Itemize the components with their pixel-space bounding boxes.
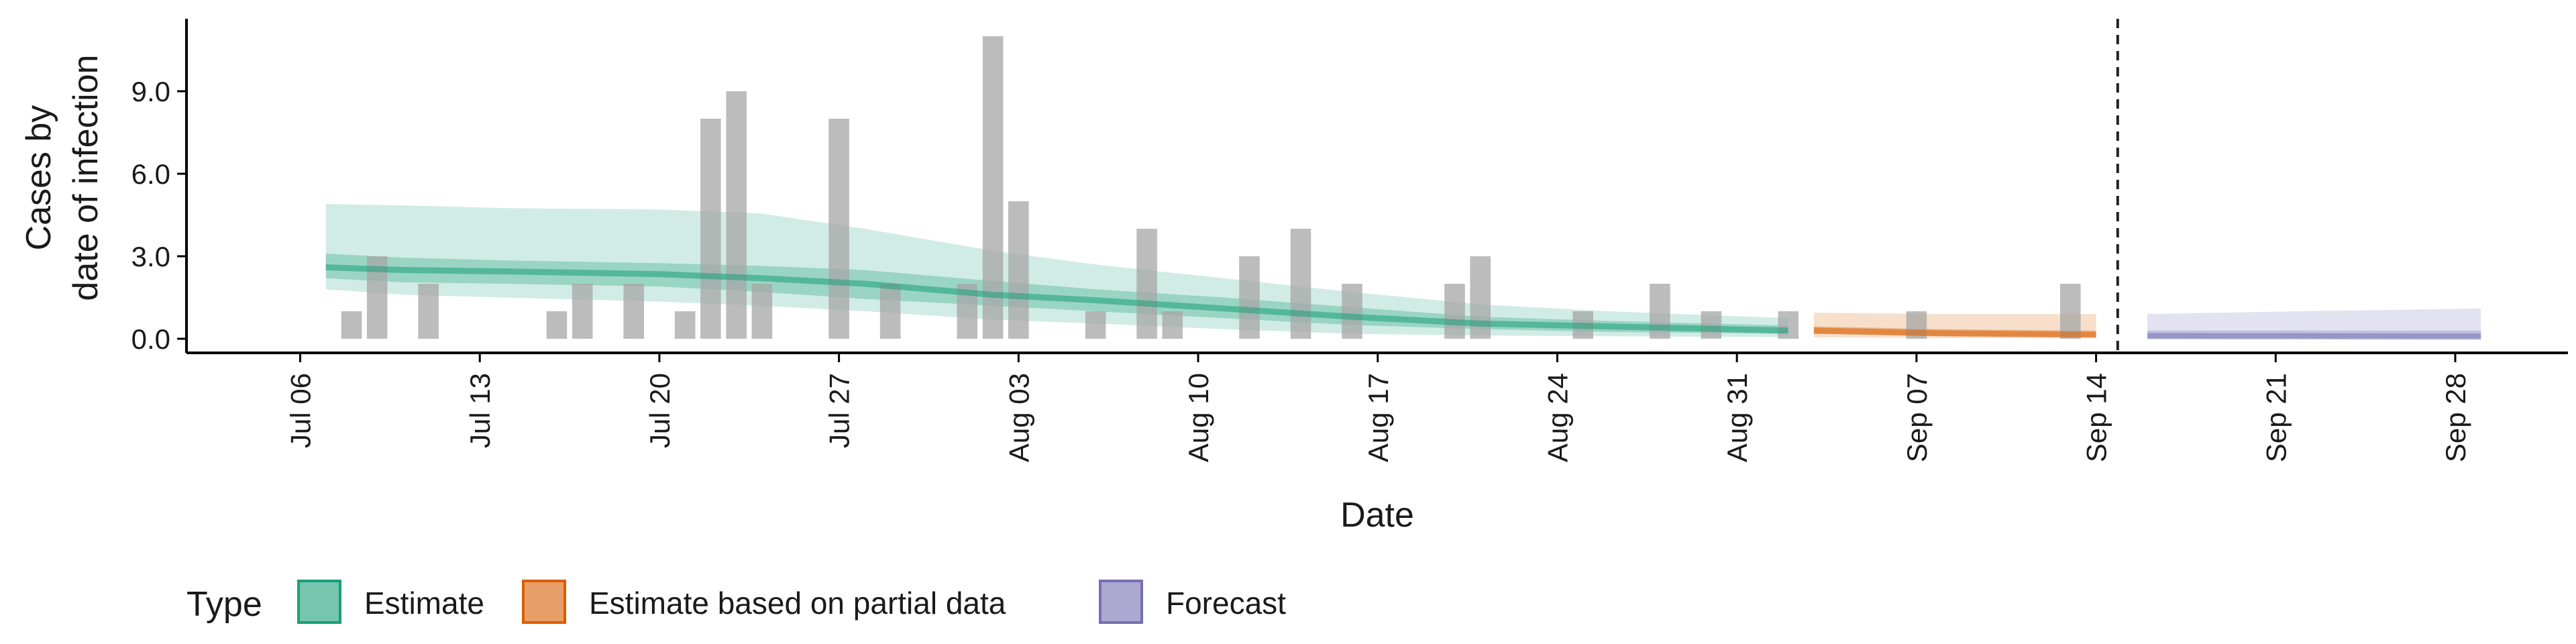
legend-swatch [522,580,566,624]
x-axis-label: Date [1340,496,1414,535]
median-line-2 [2147,333,2481,340]
case-bar [828,119,849,339]
case-bar [1136,229,1157,339]
band-90-0 [325,204,1788,337]
legend-label: Forecast [1166,586,1286,621]
legend-swatch [297,580,341,624]
band-90-2 [2147,308,2481,339]
x-tick-label: Aug 10 [1183,373,1214,462]
x-tick-label: Aug 03 [1003,373,1034,462]
legend-swatch [1099,580,1143,624]
case-bar [341,311,362,339]
legend-label: Estimate [364,586,484,621]
x-tick-label: Jul 27 [824,373,855,448]
case-bar [1342,284,1362,339]
case-bar [751,284,773,339]
case-bar [1239,256,1260,339]
case-bar [1701,311,1722,339]
y-axis-label-line: date of infection [66,54,105,301]
case-bar [418,284,439,339]
case-bar [674,311,696,339]
legend-label: Estimate based on partial data [589,586,1006,621]
x-tick-label: Jul 20 [644,373,676,448]
case-bar [572,284,593,339]
x-tick-label: Sep 14 [2081,373,2112,462]
case-bar [1008,201,1029,339]
y-tick-label: 6.0 [131,158,170,190]
y-tick-label: 9.0 [131,76,170,107]
median-lines [325,264,2481,340]
y-tick-label: 0.0 [131,323,170,355]
x-tick-label: Jul 13 [464,373,496,448]
x-tick-label: Jul 06 [285,373,317,448]
y-axis-label: Cases by date of infection [19,54,105,301]
x-tick-label: Sep 21 [2260,373,2292,462]
case-bar [2060,284,2081,339]
case-bar [623,284,644,339]
median-line-1 [1813,327,2096,338]
case-bar [726,91,747,339]
case-bar [879,284,901,339]
x-tick-label: Aug 17 [1362,373,1394,462]
legend: Type Estimate Estimate based on partial da… [186,580,1286,624]
case-bar [1778,311,1799,339]
case-bar [1444,284,1465,339]
axes: 0.0 3.0 6.0 9.0 Jul 06 Jul 13 Jul 20 Jul 27 Aug … [131,19,2568,462]
y-tick-label: 3.0 [131,241,170,272]
case-bar [1162,311,1183,339]
case-bar [546,311,568,339]
x-tick-label: Aug 31 [1721,373,1753,462]
case-bar [1290,229,1311,339]
x-tick-label: Aug 24 [1542,373,1574,462]
legend-title: Type [186,585,262,624]
case-bar [700,119,721,339]
x-tick-label: Sep 07 [1901,373,1933,462]
case-bar [1085,311,1106,339]
y-axis-label-line: Cases by [19,105,58,251]
x-tick-label: Sep 28 [2440,373,2471,462]
case-bar [982,36,1004,339]
median-line-0 [325,264,1788,334]
